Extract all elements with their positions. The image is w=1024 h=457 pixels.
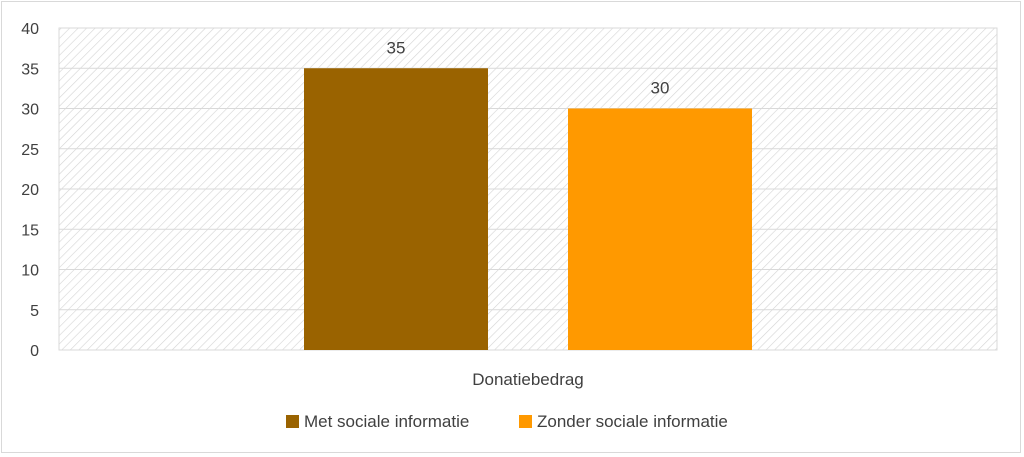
data-label: 35 [387,38,406,57]
gridlines [59,27,997,351]
bar-met-sociale-informatie [304,68,488,350]
data-labels: 35 30 [387,38,670,97]
y-tick-label: 15 [21,222,39,239]
bars [304,68,752,350]
y-tick-label: 5 [30,303,39,320]
y-tick-label: 10 [21,263,39,280]
legend-swatch [286,415,299,428]
y-tick-label: 40 [21,21,39,38]
y-tick-label: 20 [21,182,39,199]
y-tick-label: 25 [21,142,39,159]
x-axis: Donatiebedrag [472,370,584,389]
legend-label: Zonder sociale informatie [537,412,728,431]
bar-zonder-sociale-informatie [568,108,752,350]
legend-label: Met sociale informatie [304,412,469,431]
y-tick-label: 30 [21,102,39,119]
y-axis: 0 5 10 15 20 25 30 35 40 [21,21,39,360]
y-tick-label: 35 [21,61,39,78]
y-tick-label: 0 [30,343,39,360]
legend-swatch [519,415,532,428]
x-category-label: Donatiebedrag [472,370,584,389]
legend: Met sociale informatie Zonder sociale inf… [286,412,728,431]
data-label: 30 [651,79,670,98]
